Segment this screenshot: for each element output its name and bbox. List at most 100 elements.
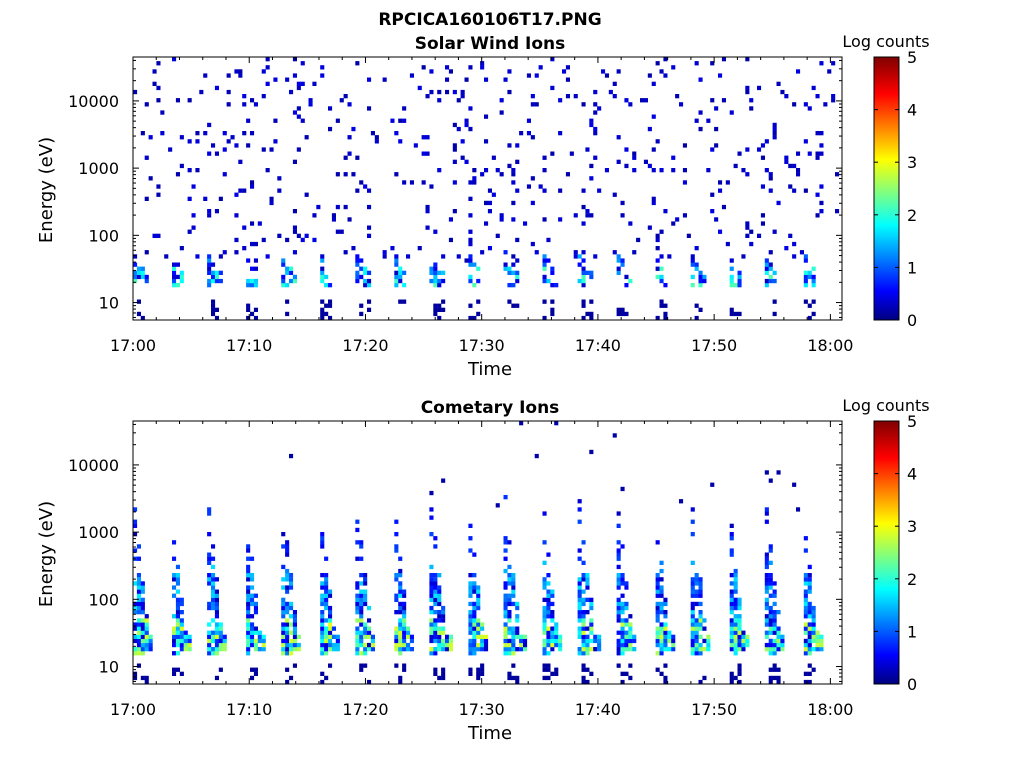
heatmap-cell xyxy=(300,61,305,66)
heatmap-cell xyxy=(534,250,539,255)
heatmap-cell xyxy=(776,634,781,639)
heatmap-cell xyxy=(343,204,348,210)
heatmap-cell xyxy=(433,667,438,672)
heatmap-cell xyxy=(577,647,582,652)
heatmap-cell xyxy=(741,254,746,259)
heatmap-cell xyxy=(269,196,274,201)
heatmap-cell xyxy=(437,610,442,615)
heatmap-cell xyxy=(359,597,364,602)
heatmap-cell xyxy=(807,274,812,280)
heatmap-cell xyxy=(768,585,773,590)
heatmap-cell xyxy=(655,577,660,582)
heatmap-cell xyxy=(519,638,524,644)
heatmap-cell xyxy=(285,647,290,652)
heatmap-cell xyxy=(491,192,496,197)
heatmap-cell xyxy=(433,593,438,598)
heatmap-cell xyxy=(433,651,438,656)
heatmap-cell xyxy=(616,647,621,652)
heatmap-cell xyxy=(445,634,450,639)
heatmap-cell xyxy=(480,667,485,672)
heatmap-cell xyxy=(320,638,325,644)
heatmap-cell xyxy=(651,81,656,86)
heatmap-cell xyxy=(663,626,668,631)
heatmap-cell xyxy=(281,630,286,635)
heatmap-cell xyxy=(257,221,262,226)
heatmap-cell xyxy=(718,188,723,193)
heatmap-cell xyxy=(133,675,138,681)
heatmap-cell xyxy=(624,630,629,635)
heatmap-cell xyxy=(612,94,617,99)
heatmap-cell xyxy=(616,585,621,590)
heatmap-cell xyxy=(363,601,368,607)
heatmap-cell xyxy=(577,626,582,631)
heatmap-cell xyxy=(285,577,290,582)
heatmap-cell xyxy=(581,626,586,631)
heatmap-cell xyxy=(542,626,547,631)
heatmap-cell xyxy=(577,593,582,598)
heatmap-cell xyxy=(760,155,765,160)
y-tick-label: 10000 xyxy=(68,92,119,111)
heatmap-cell xyxy=(250,667,255,672)
heatmap-cell xyxy=(363,642,368,648)
heatmap-cell xyxy=(292,630,297,635)
heatmap-cell xyxy=(172,270,177,275)
heatmap-cell xyxy=(367,605,372,611)
heatmap-cell xyxy=(355,618,360,623)
heatmap-cell xyxy=(819,131,824,136)
heatmap-cell xyxy=(764,573,769,578)
heatmap-cell xyxy=(733,163,738,169)
heatmap-cell xyxy=(409,647,414,652)
heatmap-cell xyxy=(328,126,333,132)
heatmap-cell xyxy=(550,638,555,644)
heatmap-cell xyxy=(218,196,223,201)
heatmap-cell xyxy=(328,106,333,111)
heatmap-cell xyxy=(144,647,149,652)
heatmap-cell xyxy=(207,507,212,512)
heatmap-cell xyxy=(289,622,294,627)
heatmap-cell xyxy=(140,601,145,607)
heatmap-cell xyxy=(581,679,586,685)
heatmap-cell xyxy=(472,315,477,321)
heatmap-cell xyxy=(651,200,656,206)
heatmap-cell xyxy=(140,634,145,639)
heatmap-cell xyxy=(632,151,637,156)
heatmap-cell xyxy=(675,217,680,222)
heatmap-cell xyxy=(281,605,286,611)
heatmap-cell xyxy=(468,536,473,541)
heatmap-cell xyxy=(144,155,149,160)
heatmap-cell xyxy=(468,638,473,644)
heatmap-cell xyxy=(714,126,719,132)
heatmap-cell xyxy=(437,270,442,275)
heatmap-cell xyxy=(402,618,407,623)
heatmap-cell xyxy=(659,642,664,648)
heatmap-cell xyxy=(359,589,364,594)
x-tick-label: 17:40 xyxy=(575,700,621,719)
heatmap-cell xyxy=(803,283,808,288)
heatmap-cell xyxy=(484,114,489,119)
heatmap-cell xyxy=(706,118,711,123)
heatmap-cell xyxy=(589,311,594,317)
heatmap-cell xyxy=(394,278,399,284)
heatmap-cell xyxy=(811,622,816,627)
heatmap-cell xyxy=(616,618,621,623)
heatmap-cell xyxy=(768,172,773,177)
heatmap-cell xyxy=(710,147,715,152)
heatmap-cell xyxy=(803,610,808,615)
heatmap-cell xyxy=(433,638,438,644)
heatmap-cell xyxy=(296,647,301,652)
heatmap-cell xyxy=(647,73,652,78)
heatmap-cell xyxy=(136,605,141,611)
heatmap-cell xyxy=(698,589,703,594)
heatmap-cell xyxy=(507,69,512,74)
heatmap-cell xyxy=(690,258,695,263)
heatmap-cell xyxy=(558,131,563,136)
heatmap-cell xyxy=(698,651,703,656)
heatmap-cell xyxy=(698,614,703,619)
heatmap-cell xyxy=(222,647,227,652)
heatmap-cell xyxy=(207,270,212,275)
heatmap-cell xyxy=(320,618,325,623)
heatmap-cell xyxy=(363,622,368,627)
heatmap-cell xyxy=(768,581,773,586)
heatmap-cell xyxy=(468,523,473,528)
heatmap-cell xyxy=(729,630,734,635)
